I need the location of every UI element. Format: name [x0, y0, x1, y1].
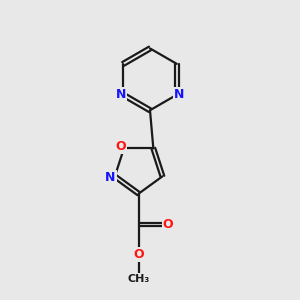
- Text: N: N: [174, 88, 184, 101]
- Text: CH₃: CH₃: [128, 274, 150, 284]
- Text: N: N: [105, 171, 116, 184]
- Text: O: O: [116, 140, 126, 153]
- Text: O: O: [163, 218, 173, 231]
- Text: O: O: [133, 248, 144, 260]
- Text: N: N: [116, 88, 126, 101]
